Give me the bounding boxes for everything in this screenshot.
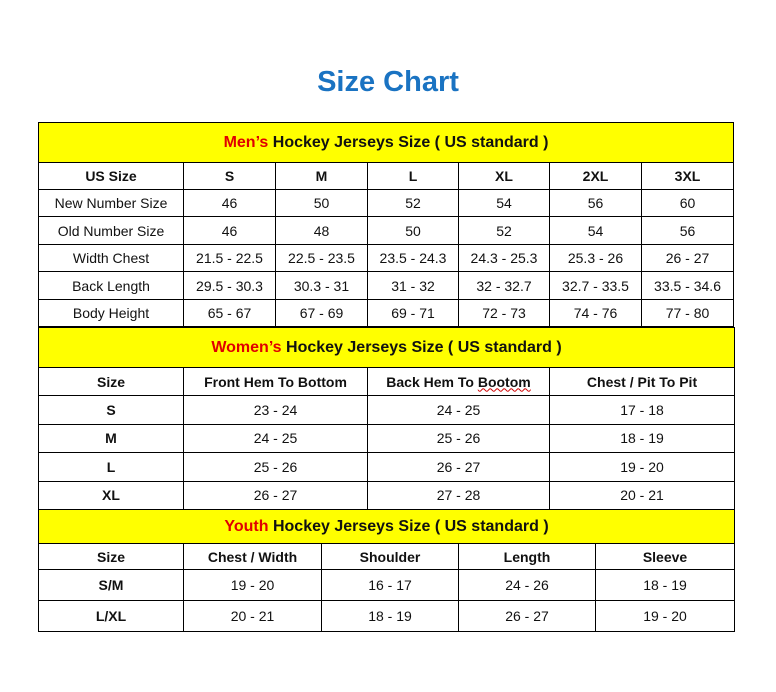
column-header: Front Hem To Bottom [183,367,368,396]
column-header: S [183,162,276,190]
column-header: 2XL [549,162,642,190]
table-cell: L/XL [38,600,184,632]
column-header: M [275,162,368,190]
table-cell: 60 [640,189,735,217]
table-row: Width Chest 21.5 - 22.5 22.5 - 23.5 23.5 - … [38,244,735,272]
table-cell: S [38,395,184,425]
table-cell: 25 - 26 [367,423,550,453]
table-cell: 24 - 25 [183,423,368,453]
column-header: Size [38,367,184,396]
table-cell: 46 [183,216,276,245]
table-cell: 26 - 27 [640,244,735,272]
table-row: M 24 - 25 25 - 26 18 - 19 [38,423,736,453]
table-cell: 46 [183,189,276,217]
table-cell: Back Length [38,271,184,300]
womens-section-title: Women’s Hockey Jerseys Size ( US standar… [37,327,736,368]
table-cell: 23.5 - 24.3 [367,244,459,272]
table-cell: XL [38,480,184,510]
table-cell: Old Number Size [38,216,184,245]
table-cell: 26 - 27 [367,452,550,482]
table-cell: 27 - 28 [367,480,550,510]
table-cell: 54 [458,189,550,217]
table-row: New Number Size 46 50 52 54 56 60 [38,189,735,217]
table-cell: 77 - 80 [640,299,735,327]
table-cell: 24.3 - 25.3 [458,244,550,272]
table-cell: 52 [458,216,550,245]
table-row: L 25 - 26 26 - 27 19 - 20 [38,452,736,482]
table-row: Back Length 29.5 - 30.3 30.3 - 31 31 - 32 32… [38,271,735,300]
table-cell: 19 - 20 [548,452,736,482]
table-cell: 50 [275,189,368,217]
table-cell: 19 - 20 [594,600,736,632]
table-cell: Width Chest [38,244,184,272]
table-cell: 18 - 19 [594,569,736,601]
table-row: S 23 - 24 24 - 25 17 - 18 [38,395,736,425]
table-cell: 52 [367,189,459,217]
youth-size-table: Youth Hockey Jerseys Size ( US standard … [37,509,736,632]
column-header: US Size [38,162,184,190]
table-cell: 30.3 - 31 [275,271,368,300]
column-header: Length [458,543,596,570]
table-cell: 25.3 - 26 [549,244,642,272]
table-cell: 33.5 - 34.6 [640,271,735,300]
table-row: S/M 19 - 20 16 - 17 24 - 26 18 - 19 [38,569,736,601]
table-cell: 26 - 27 [458,600,596,632]
table-cell: 65 - 67 [183,299,276,327]
table-cell: 18 - 19 [321,600,459,632]
table-cell: 32.7 - 33.5 [549,271,642,300]
table-cell: 32 - 32.7 [458,271,550,300]
table-cell: Body Height [38,299,184,327]
table-cell: 26 - 27 [183,480,368,510]
column-header: Size [38,543,184,570]
table-cell: 72 - 73 [458,299,550,327]
table-cell: 74 - 76 [549,299,642,327]
table-cell: 17 - 18 [548,395,736,425]
table-cell: 16 - 17 [321,569,459,601]
column-header: Shoulder [321,543,459,570]
youth-section-title: Youth Hockey Jerseys Size ( US standard … [37,509,736,544]
table-row: XL 26 - 27 27 - 28 20 - 21 [38,480,736,510]
table-cell: 29.5 - 30.3 [183,271,276,300]
table-cell: New Number Size [38,189,184,217]
page-title: Size Chart [317,66,459,98]
womens-size-table: Women’s Hockey Jerseys Size ( US standar… [37,327,736,510]
table-cell: 20 - 21 [548,480,736,510]
table-cell: 19 - 20 [183,569,322,601]
column-header: Sleeve [594,543,736,570]
table-cell: 22.5 - 23.5 [275,244,368,272]
table-row: Body Height 65 - 67 67 - 69 69 - 71 72 - 73 7… [38,299,735,327]
table-cell: 23 - 24 [183,395,368,425]
table-cell: 56 [640,216,735,245]
table-cell: M [38,423,184,453]
table-cell: 67 - 69 [275,299,368,327]
table-cell: 54 [549,216,642,245]
mens-section-title: Men’s Hockey Jerseys Size ( US standard … [37,122,735,163]
column-header: 3XL [640,162,735,190]
column-header: Chest / Pit To Pit [548,367,736,396]
column-header: Chest / Width [183,543,322,570]
table-cell: 18 - 19 [548,423,736,453]
table-cell: 25 - 26 [183,452,368,482]
table-cell: 50 [367,216,459,245]
column-header: Back Hem To Bootom [367,367,550,396]
table-cell: 24 - 25 [367,395,550,425]
column-header: L [367,162,459,190]
column-header: XL [458,162,550,190]
table-cell: 21.5 - 22.5 [183,244,276,272]
table-row: Old Number Size 46 48 50 52 54 56 [38,216,735,245]
table-cell: 24 - 26 [458,569,596,601]
table-cell: 69 - 71 [367,299,459,327]
table-cell: 48 [275,216,368,245]
table-cell: 20 - 21 [183,600,322,632]
table-cell: 31 - 32 [367,271,459,300]
mens-size-table: Men’s Hockey Jerseys Size ( US standard … [37,122,735,327]
table-cell: 56 [549,189,642,217]
table-cell: S/M [38,569,184,601]
table-row: L/XL 20 - 21 18 - 19 26 - 27 19 - 20 [38,600,736,632]
table-cell: L [38,452,184,482]
